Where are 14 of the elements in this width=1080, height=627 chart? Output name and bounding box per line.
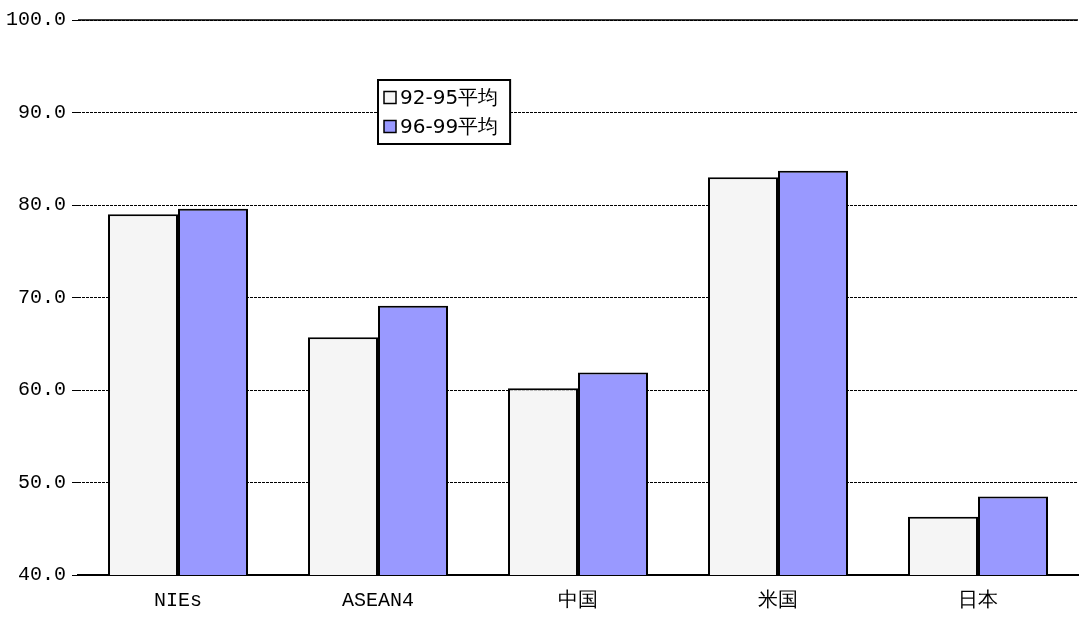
x-tick-label: 中国 <box>558 589 598 613</box>
y-tick-label: 70.0 <box>17 285 67 309</box>
y-tick-label: 90.0 <box>17 100 67 124</box>
legend-label: 96-99平均 <box>400 113 499 138</box>
x-tick-label: 米国 <box>758 589 798 613</box>
y-tick-label: 40.0 <box>17 563 67 587</box>
y-tick-label: 80.0 <box>17 193 67 217</box>
y-tick-label: 100.0 <box>5 8 67 32</box>
y-tick-label: 50.0 <box>17 470 67 494</box>
x-tick-label: 日本 <box>958 589 998 613</box>
y-tick-label: 60.0 <box>17 378 67 402</box>
legend-label: 92-95平均 <box>400 84 499 109</box>
x-tick-label: NIEs <box>154 589 203 613</box>
x-tick-label: ASEAN4 <box>342 589 415 613</box>
